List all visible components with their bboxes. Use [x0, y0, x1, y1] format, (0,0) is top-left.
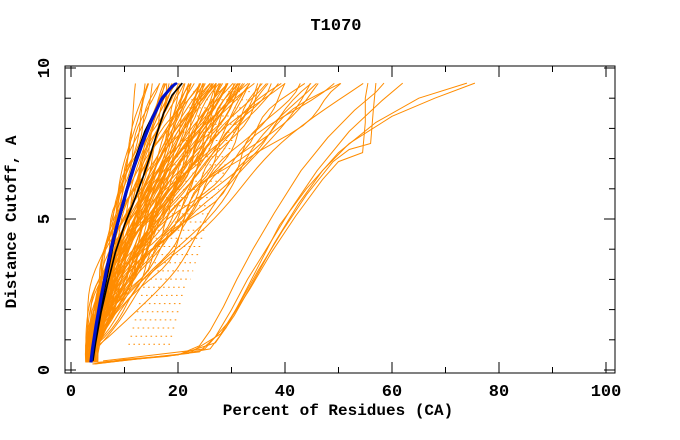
axis-ticks — [65, 66, 615, 373]
y-tick-label: 10 — [36, 58, 55, 78]
x-tick-label: 0 — [66, 383, 76, 402]
x-tick-label: 40 — [275, 383, 295, 402]
x-tick-label: 100 — [591, 383, 622, 402]
x-tick-labels: 0 20 40 60 80 100 — [66, 383, 621, 402]
orange-outlier-curves — [92, 82, 476, 365]
y-axis-title: Distance Cutoff, A — [3, 135, 21, 308]
chart-title: T1070 — [310, 17, 361, 36]
blue-model-curves — [89, 82, 178, 363]
y-tick-label: 5 — [36, 214, 55, 224]
x-tick-label: 80 — [489, 383, 509, 402]
x-axis-title: Percent of Residues (CA) — [223, 402, 453, 420]
orange-model-curves — [84, 82, 364, 363]
x-tick-label: 20 — [168, 383, 188, 402]
y-tick-label: 0 — [36, 365, 55, 375]
x-tick-label: 60 — [382, 383, 402, 402]
y-tick-labels: 0 5 10 — [36, 58, 55, 375]
